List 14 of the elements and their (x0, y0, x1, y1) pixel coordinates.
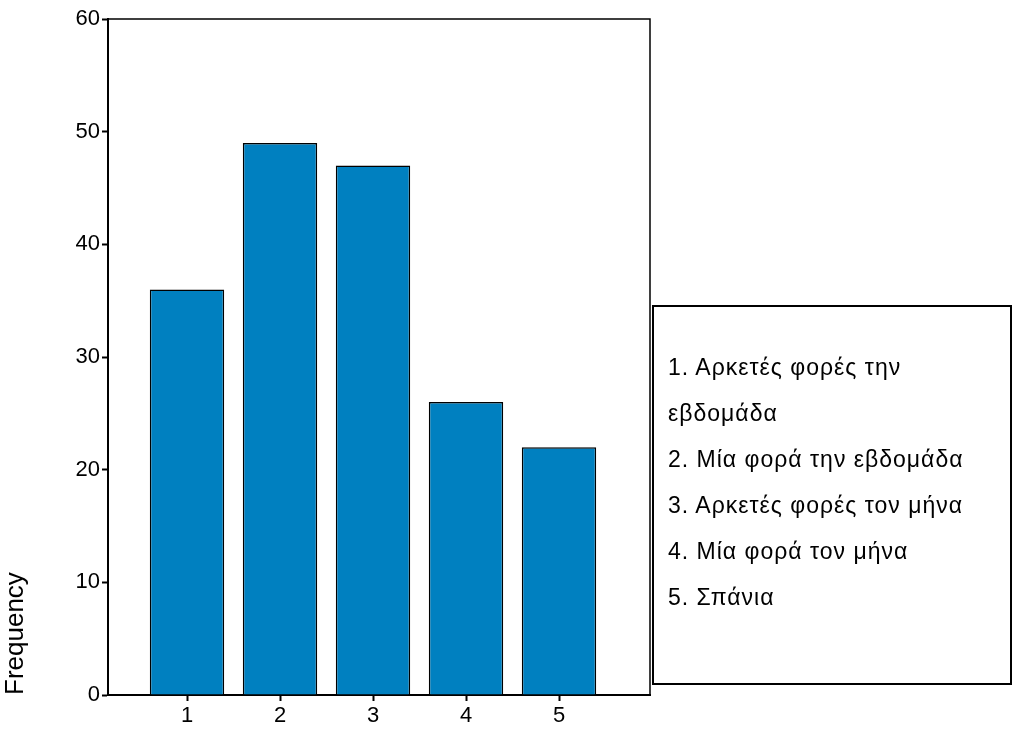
x-tick-label: 1 (180, 702, 194, 728)
x-tick-label: 3 (366, 702, 380, 728)
x-tick-label: 4 (459, 702, 473, 728)
note-box: 1. Αρκετές φορές την εβδομάδα 2. Μία φορά την εβδομάδα 3. Αρκετές φορές τον μήνα 4. Μία φορά τον μήνα 5. Σπάνια (652, 305, 1012, 685)
y-tick-label: 0 (87, 681, 100, 707)
x-tick-label: 5 (552, 702, 566, 728)
y-tick-label: 30 (75, 343, 100, 369)
y-axis-title: Frequency (0, 572, 29, 695)
x-tick-label: 2 (273, 702, 287, 728)
y-tick-label: 10 (75, 568, 100, 594)
y-tick-label: 60 (75, 5, 100, 31)
y-tick-label: 20 (75, 455, 100, 481)
y-tick-label: 40 (75, 230, 100, 256)
y-tick-label: 50 (75, 117, 100, 143)
